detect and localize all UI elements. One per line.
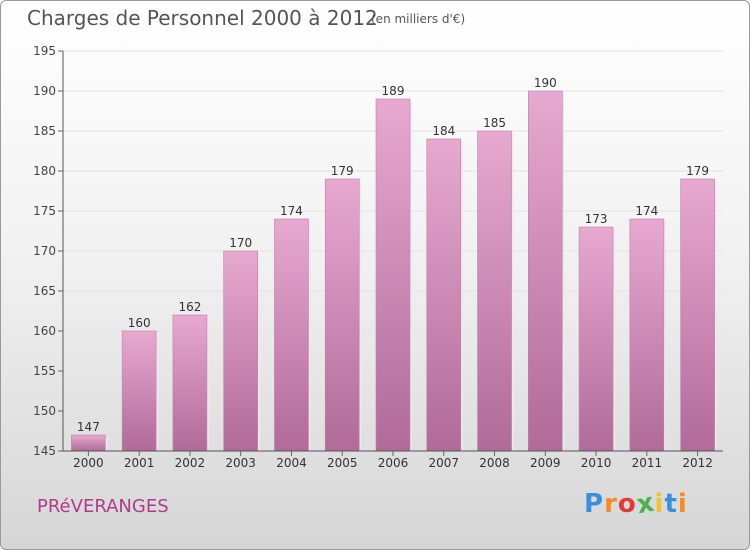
bars-layer xyxy=(71,90,717,452)
y-tick-label: 165 xyxy=(33,284,56,298)
bar xyxy=(324,178,360,452)
bar-value-label: 184 xyxy=(432,124,455,138)
logo-letter: t xyxy=(664,489,678,519)
x-tick-label: 2012 xyxy=(682,456,713,470)
bar-value-label: 179 xyxy=(686,164,709,178)
logo-letter: o xyxy=(617,489,637,519)
x-tick-label: 2005 xyxy=(327,456,358,470)
y-tick-label: 185 xyxy=(33,124,56,138)
y-tick-label: 160 xyxy=(33,324,56,338)
bar-value-label: 174 xyxy=(635,204,658,218)
x-tick-label: 2007 xyxy=(428,456,459,470)
x-tick-label: 2004 xyxy=(276,456,307,470)
x-tick-label: 2009 xyxy=(530,456,561,470)
chart-subtitle: (en milliers d'€) xyxy=(371,12,466,26)
x-tick-label: 2002 xyxy=(175,456,206,470)
bar-value-label: 174 xyxy=(280,204,303,218)
logo-letter: r xyxy=(604,489,618,519)
x-tick-label: 2000 xyxy=(73,456,104,470)
y-tick-label: 175 xyxy=(33,204,56,218)
bar xyxy=(680,178,715,452)
bar-value-label: 189 xyxy=(382,84,405,98)
y-tick-label: 145 xyxy=(33,444,56,458)
bar xyxy=(477,130,512,452)
y-tick-label: 150 xyxy=(33,404,56,418)
x-tick-label: 2010 xyxy=(581,456,612,470)
proxiti-logo: Proxiti xyxy=(584,488,688,521)
logo-letter: i xyxy=(677,489,688,519)
logo-letter: i xyxy=(654,489,665,519)
bar xyxy=(172,314,208,452)
bar xyxy=(375,98,411,452)
bar-value-label: 190 xyxy=(534,76,557,90)
bar xyxy=(578,226,614,452)
axis-layer: 145 150 155 160 165 170 175 180 185 190 195 2000 200… xyxy=(33,44,723,470)
bar xyxy=(426,138,462,452)
bar-value-label: 160 xyxy=(128,316,151,330)
bar-value-label: 185 xyxy=(483,116,506,130)
y-tick-label: 195 xyxy=(33,44,56,58)
bar xyxy=(528,90,563,452)
bar xyxy=(629,218,665,452)
bar-value-label: 170 xyxy=(229,236,252,250)
x-tick-label: 2006 xyxy=(378,456,409,470)
commune-name: PRéVERANGES xyxy=(37,496,169,517)
logo-letter: P xyxy=(584,489,605,519)
y-tick-label: 170 xyxy=(33,244,56,258)
x-tick-label: 2003 xyxy=(225,456,256,470)
chart-title: Charges de Personnel 2000 à 2012 xyxy=(27,6,378,30)
bar-value-label: 162 xyxy=(178,300,201,314)
bar xyxy=(223,250,258,452)
y-tick-label: 155 xyxy=(33,364,56,378)
bar xyxy=(274,218,309,452)
bar-value-label: 179 xyxy=(331,164,354,178)
x-tick-label: 2001 xyxy=(124,456,155,470)
bar xyxy=(121,330,157,452)
y-tick-label: 180 xyxy=(33,164,56,178)
y-tick-label: 190 xyxy=(33,84,56,98)
bar-value-label: 147 xyxy=(77,420,100,434)
x-tick-label: 2008 xyxy=(479,456,510,470)
labels-layer: 147 160 162 170 174 179 189 184 185 190 173 174 179 xyxy=(77,76,709,434)
bar-value-label: 173 xyxy=(585,212,608,226)
x-tick-label: 2011 xyxy=(632,456,663,470)
bar xyxy=(71,434,106,452)
